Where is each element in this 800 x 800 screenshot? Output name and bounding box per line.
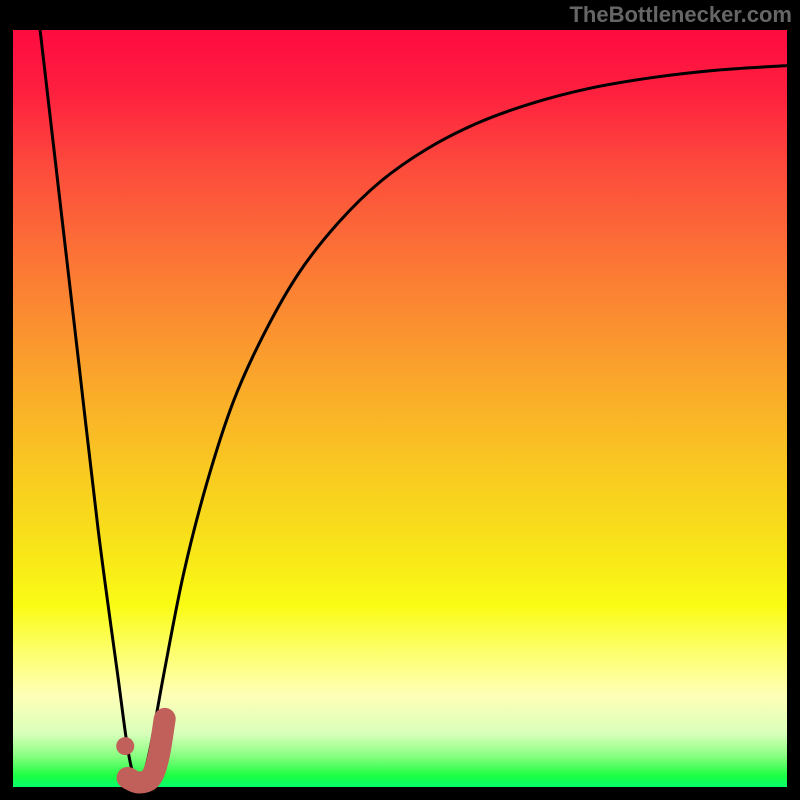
watermark-text: TheBottlenecker.com [569,2,792,28]
bottleneck-chart [0,0,800,800]
chart-container: TheBottlenecker.com [0,0,800,800]
highlight-dot [116,737,134,755]
plot-background [13,30,787,787]
